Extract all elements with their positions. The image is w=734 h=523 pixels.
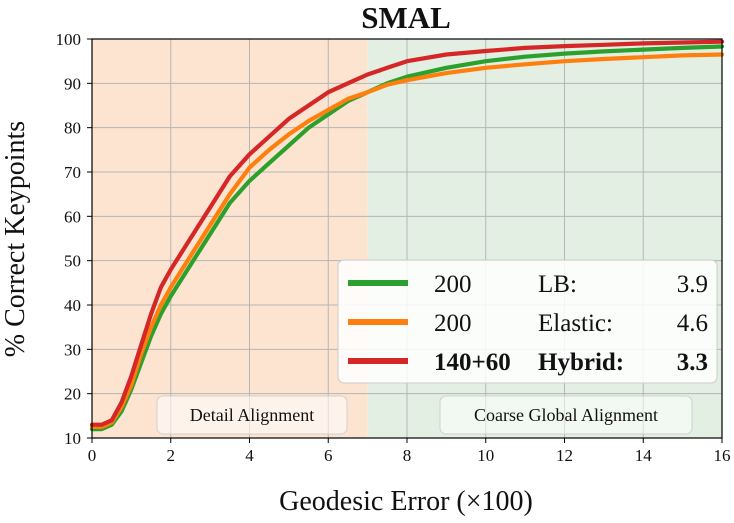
region-labels: Detail Alignment Coarse Global Alignment [156,395,693,435]
legend-method: LB: [538,271,577,298]
y-tick-label: 100 [56,30,82,49]
legend-box [337,259,718,384]
region-label: Detail Alignment [190,405,314,425]
y-tick-label: 40 [64,296,81,315]
legend-count: 200 [434,310,472,337]
y-tick-labels: 10 20 30 40 50 60 70 80 90 100 [56,30,92,448]
legend-value: 3.9 [677,271,708,298]
x-tick-label: 14 [635,446,653,465]
series-lines [89,39,725,432]
x-tick-label: 2 [167,446,176,465]
x-axis-label: Geodesic Error (×100) [279,486,533,517]
series-line [89,44,725,432]
x-tick-label: 6 [324,446,333,465]
y-axis-label: % Correct Keypoints [0,121,31,357]
legend-value: 4.6 [677,310,708,337]
legend-count: 140+60 [434,349,511,376]
x-tick-label: 12 [556,446,573,465]
y-tick-label: 10 [64,429,81,448]
y-tick-label: 50 [64,252,81,271]
x-tick-label: 16 [714,446,731,465]
y-tick-label: 70 [64,163,81,182]
x-tick-label: 8 [403,446,412,465]
x-tick-label: 4 [245,446,254,465]
x-tick-labels: 0 2 4 6 8 10 12 14 16 [88,438,731,465]
series-line [89,52,725,429]
region-label-box [439,395,693,435]
legend-method: Hybrid: [538,349,624,376]
y-tick-label: 20 [64,385,81,404]
region-label-box [156,395,348,435]
legend-method: Elastic: [538,310,613,337]
series-line [89,39,725,427]
chart-title: SMAL [361,0,451,35]
y-tick-label: 90 [64,74,81,93]
x-tick-label: 10 [477,446,494,465]
y-tick-label: 30 [64,340,81,359]
y-tick-label: 80 [64,119,81,138]
y-tick-label: 60 [64,207,81,226]
legend-count: 200 [434,271,472,298]
legend: 200 LB: 3.9 200 Elastic: 4.6 140+60 Hybrid: 3.3 [337,259,718,384]
x-tick-label: 0 [88,446,97,465]
legend-value: 3.3 [677,349,708,376]
region-label: Coarse Global Alignment [474,405,658,425]
